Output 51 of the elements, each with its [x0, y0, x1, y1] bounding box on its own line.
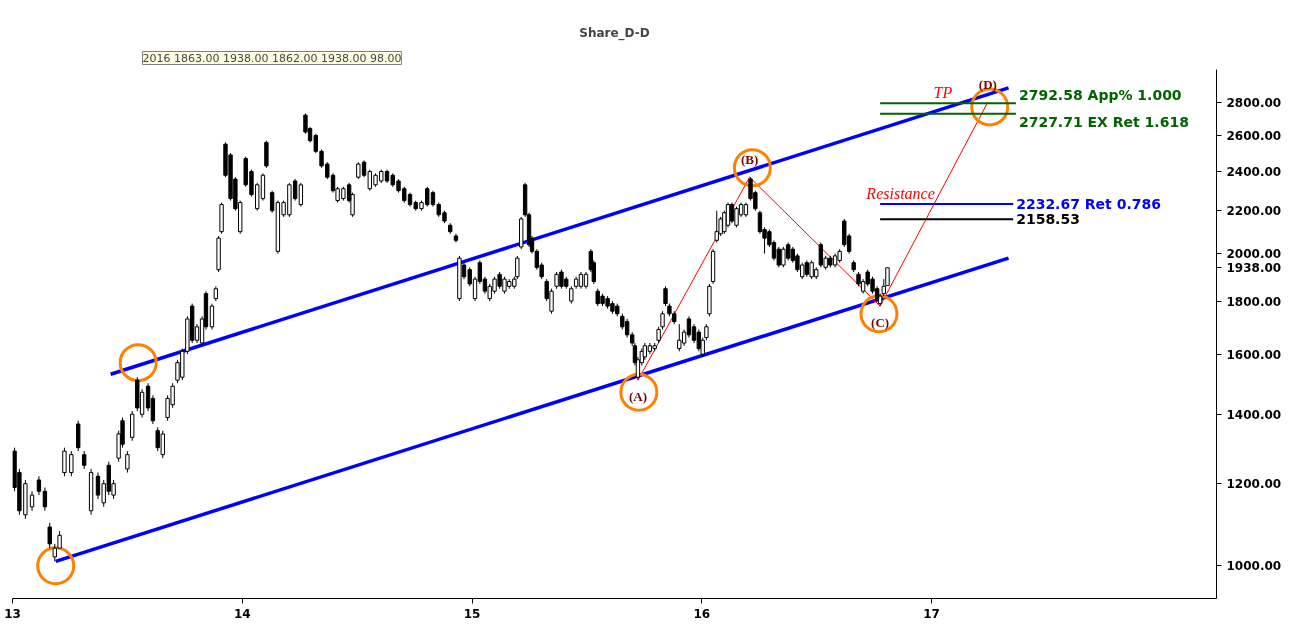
- candlestick: [729, 202, 735, 224]
- chart-title: Share_D-D: [579, 25, 650, 41]
- candlestick: [714, 210, 719, 243]
- line-series: [637, 101, 989, 381]
- series-label: 2232.67 Ret 0.786: [1016, 196, 1161, 213]
- y-tick-label: 2200.00: [1226, 204, 1282, 219]
- point: [118, 343, 158, 383]
- candlestick: [29, 490, 35, 512]
- candlestick: [298, 182, 304, 208]
- candlestick: [269, 190, 275, 214]
- y-tick-label: 2000.00: [1226, 247, 1282, 262]
- candlestick: [69, 450, 74, 477]
- candlestick: [125, 450, 130, 474]
- y-tick-label: 1000.00: [1226, 559, 1282, 574]
- x-tick-label: 17: [923, 606, 940, 621]
- candlestick: [130, 410, 135, 442]
- series-label: 2158.53: [1016, 211, 1080, 228]
- y-tick-label: 1400.00: [1226, 407, 1282, 422]
- y-tick-label: 1600.00: [1226, 347, 1282, 362]
- annotation: TP: [933, 84, 953, 102]
- text: 2016 1863.00 1938.00 1862.00 1938.00 98.00: [142, 51, 402, 65]
- point: [36, 546, 76, 586]
- candlestick: [62, 447, 67, 477]
- candlestick: [264, 140, 269, 169]
- x-tick-label: 15: [463, 606, 481, 621]
- candlestick: [734, 206, 739, 228]
- x-tick-label: 16: [693, 606, 711, 621]
- candlestick: [47, 522, 52, 549]
- data-label: (B): [740, 152, 759, 168]
- y-tick-label: 2800.00: [1226, 95, 1282, 110]
- y-tick-label: 1800.00: [1226, 294, 1282, 309]
- y-tick-label: 2600.00: [1226, 128, 1282, 143]
- y-tick-label: 2400.00: [1226, 165, 1282, 179]
- x-tick-label: 14: [233, 606, 251, 621]
- candlestick: [660, 310, 665, 330]
- series-label: 2792.58 App% 1.000: [1018, 87, 1182, 104]
- candlestick: [663, 285, 668, 307]
- candlestick: [42, 486, 48, 512]
- candlestick: [36, 475, 42, 496]
- annotation: Resistance: [865, 185, 935, 203]
- data-label: (A): [628, 389, 647, 405]
- candlestick: [818, 242, 824, 268]
- y-tick-label: 1200.00: [1226, 477, 1282, 492]
- y-tick-label: 1938.00: [1226, 261, 1282, 276]
- candlestick: [677, 323, 682, 352]
- series-label: 2727.71 EX Ret 1.618: [1018, 113, 1189, 130]
- candlestick: [757, 210, 763, 235]
- data-label: (C): [871, 315, 890, 331]
- x-tick-label: 13: [4, 606, 21, 621]
- candlestick: [76, 420, 81, 452]
- candlestick: [209, 303, 215, 330]
